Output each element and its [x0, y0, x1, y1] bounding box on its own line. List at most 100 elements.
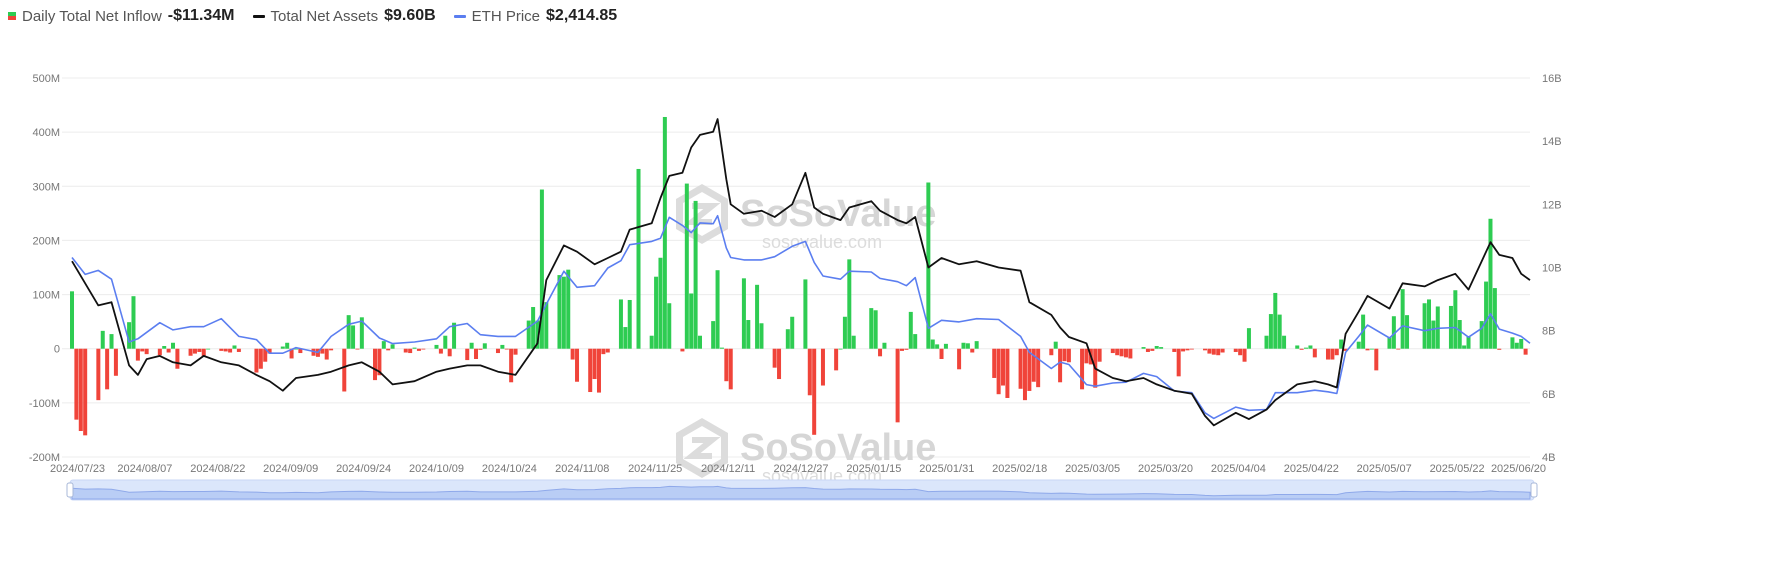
inflow-bar	[1457, 320, 1462, 349]
inflow-bar	[289, 348, 294, 359]
inflow-bar	[1343, 348, 1348, 351]
inflow-bar	[1488, 218, 1493, 349]
inflow-bar	[724, 348, 729, 382]
inflow-bar	[1391, 316, 1396, 349]
inflow-bar	[1185, 348, 1190, 351]
inflow-bar	[1492, 288, 1497, 349]
inflow-bar	[1330, 348, 1335, 360]
inflow-bar	[790, 316, 795, 349]
inflow-bar	[127, 322, 132, 349]
inflow-bar	[1479, 321, 1484, 349]
inflow-bar	[171, 342, 176, 349]
inflow-bar	[873, 310, 878, 349]
inflow-bar	[1005, 348, 1010, 398]
inflow-bar	[144, 348, 149, 355]
inflow-bar	[140, 348, 145, 352]
inflow-bar	[992, 348, 997, 378]
inflow-bar	[1304, 347, 1309, 349]
inflow-bar	[285, 342, 290, 349]
inflow-bar	[416, 348, 421, 351]
inflow-bar	[1365, 348, 1370, 351]
inflow-bar	[1369, 348, 1374, 350]
inflow-bar	[570, 348, 575, 360]
inflow-bar	[772, 348, 777, 368]
inflow-bar	[1405, 315, 1410, 349]
inflow-bar	[113, 348, 118, 376]
x-tick-label: 2025/03/20	[1138, 463, 1193, 475]
inflow-bar	[957, 348, 962, 370]
legend-item-price[interactable]: ETH Price $2,414.85	[453, 7, 617, 25]
eth-price-line	[71, 214, 1531, 420]
watermark-brand: SoSoValue	[740, 193, 936, 235]
inflow-bar	[438, 348, 443, 354]
inflow-bar	[680, 348, 685, 352]
inflow-bar	[280, 346, 285, 349]
x-tick-label: 2024/12/27	[773, 463, 828, 475]
x-tick-label: 2025/01/15	[846, 463, 901, 475]
inflow-bar	[684, 183, 689, 349]
inflow-bar	[697, 335, 702, 349]
inflow-bar	[1154, 346, 1159, 349]
inflow-bar	[359, 317, 364, 349]
right-tick-label: 14B	[1542, 136, 1562, 148]
inflow-bar	[746, 320, 751, 349]
inflow-bar	[974, 341, 979, 349]
gridlines	[62, 77, 1530, 458]
legend-assets-value: $9.60B	[384, 7, 436, 24]
inflow-bar	[592, 348, 597, 380]
inflow-bar	[351, 325, 356, 349]
x-tick-label: 2024/09/09	[263, 463, 318, 475]
inflow-bar	[961, 342, 966, 349]
x-tick-label: 2025/06/20	[1491, 463, 1546, 475]
inflow-bar	[913, 334, 918, 349]
inflow-bar	[206, 348, 211, 350]
inflow-bar	[223, 348, 228, 352]
inflow-bar	[623, 327, 628, 349]
inflow-bar	[904, 348, 909, 350]
inflow-bar	[263, 348, 268, 362]
inflow-bar	[1220, 348, 1225, 353]
legend-item-inflow[interactable]: Daily Total Net Inflow -$11.34M	[8, 7, 235, 25]
inflow-bar	[373, 348, 378, 381]
inflow-bar	[943, 343, 948, 349]
inflow-bar	[1211, 348, 1216, 355]
inflow-bar	[715, 270, 720, 349]
inflow-bar	[1058, 348, 1063, 383]
inflow-bar	[1150, 348, 1155, 351]
inflow-bar	[1053, 341, 1058, 349]
watermark-logo-icon	[676, 183, 728, 245]
inflow-bar	[803, 279, 808, 349]
inflow-bar	[561, 276, 566, 349]
inflow-bar	[1036, 348, 1041, 388]
legend-price-label: ETH Price	[471, 7, 541, 25]
x-tick-label: 2024/10/09	[409, 463, 464, 475]
x-tick-label: 2025/03/05	[1065, 463, 1120, 475]
inflow-bar	[482, 343, 487, 349]
legend-item-assets[interactable]: Total Net Assets $9.60B	[252, 7, 436, 25]
right-tick-label: 10B	[1542, 263, 1562, 275]
assets-swatch-icon	[252, 14, 265, 18]
range-navigator[interactable]	[66, 479, 1538, 501]
inflow-bar	[390, 344, 395, 349]
inflow-bar	[469, 342, 474, 349]
inflow-bar	[1277, 314, 1282, 349]
inflow-bar	[1374, 348, 1379, 371]
inflow-bar	[908, 311, 913, 349]
inflow-bar	[842, 316, 847, 349]
inflow-bar	[667, 303, 672, 349]
inflow-bar	[74, 348, 79, 420]
navigator-right-handle	[1530, 482, 1538, 498]
inflow-bar	[201, 348, 206, 357]
inflow-bar	[1022, 348, 1027, 401]
inflow-bar	[254, 348, 259, 373]
inflow-bar	[258, 348, 263, 369]
watermark: SoSoValuesosovalue.comSoSoValuesosovalue…	[676, 183, 936, 486]
inflow-bar	[1084, 348, 1089, 364]
inflow-bar	[1128, 348, 1133, 359]
inflow-bar	[605, 348, 610, 353]
inflow-bar	[509, 348, 514, 383]
inflow-bar	[78, 348, 83, 432]
inflow-bar	[535, 320, 540, 349]
inflow-bar	[785, 329, 790, 349]
